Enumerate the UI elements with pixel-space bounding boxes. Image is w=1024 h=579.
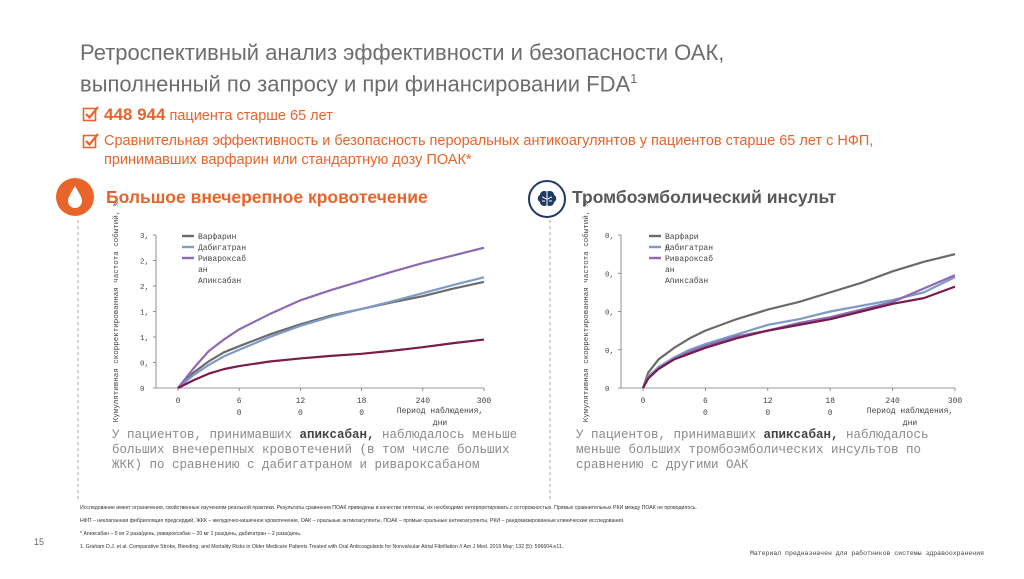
x-tick-label: 6 bbox=[237, 397, 242, 406]
legend-label-warfarin: Варфари bbox=[665, 233, 699, 242]
x-tick-label: 0 bbox=[237, 409, 242, 418]
title-reference: 1 bbox=[630, 71, 638, 86]
right-conclusion-pre: У пациентов, принимавших bbox=[576, 428, 764, 442]
legend-label-rivaroxaban: ан bbox=[665, 266, 675, 275]
y-tick-label: 2, bbox=[140, 259, 149, 267]
x-tick-label: 240 bbox=[885, 397, 900, 406]
bullet-patients-text: 448 944 пациента старше 65 лет bbox=[104, 105, 962, 126]
legend-label-warfarin: н bbox=[665, 244, 670, 253]
footnote-doses: * Апиксабан – 5 мг 2 раза/день, риварокс… bbox=[80, 531, 302, 537]
left-conclusion: У пациентов, принимавших апиксабан, набл… bbox=[112, 428, 532, 473]
series-line-rivaroxaban bbox=[642, 274, 956, 389]
x-axis-title: дни bbox=[433, 419, 448, 428]
title-line-2-text: выполненный по запросу и при финансирова… bbox=[80, 71, 631, 97]
x-tick-label: 18 bbox=[357, 397, 367, 406]
y-tick-label: 0 bbox=[140, 386, 145, 394]
legend-label-apixaban: Апиксабан bbox=[665, 277, 708, 286]
bullet-patients-strong: 448 944 bbox=[104, 105, 166, 124]
left-conclusion-post: наблюдалось меньше больших внечерепных к… bbox=[112, 428, 518, 472]
x-axis-title: Период наблюдения, bbox=[867, 407, 953, 416]
checkmark-icon bbox=[82, 106, 99, 122]
x-tick-label: 0 bbox=[641, 397, 646, 406]
x-tick-label: 6 bbox=[703, 397, 708, 406]
disclaimer: Материал предназначен для работников сис… bbox=[749, 550, 984, 557]
x-axis-title: дни bbox=[903, 419, 918, 428]
y-axis-title: Кумулятивная скорректированная частота с… bbox=[112, 201, 121, 422]
footnote-abbreviations: НФП – неклапанная фибрилляция предсердий… bbox=[80, 518, 625, 524]
y-tick-label: 1, bbox=[140, 310, 149, 318]
right-conclusion: У пациентов, принимавших апиксабан, набл… bbox=[576, 428, 976, 473]
series-line-dabigatran bbox=[177, 276, 485, 389]
right-conclusion-strong: апиксабан, bbox=[763, 428, 839, 442]
legend-label-rivaroxaban: Ривароксаб bbox=[198, 255, 246, 264]
bullet-patients-rest: пациента старше 65 лет bbox=[165, 108, 333, 124]
y-tick-label: 1, bbox=[140, 335, 149, 343]
x-tick-label: 0 bbox=[298, 409, 303, 418]
checkmark-icon bbox=[82, 133, 99, 149]
y-tick-label: 3, bbox=[140, 233, 149, 241]
x-tick-label: 0 bbox=[828, 409, 833, 418]
series-line-apixaban bbox=[177, 338, 485, 389]
footnote-reference: 1. Graham D.J. et al. Comparative Stroke… bbox=[80, 544, 564, 550]
legend-label-warfarin: Варфарин bbox=[198, 233, 237, 242]
left-section-title: Большое внечерепное кровотечение bbox=[106, 187, 428, 207]
right-conclusion-post: наблюдалось меньше больших тромбоэмболич… bbox=[576, 428, 929, 472]
bullet-comparison-text: Сравнительная эффективность и безопаснос… bbox=[104, 133, 874, 168]
x-tick-label: 18 bbox=[825, 397, 835, 406]
y-tick-label: 0, bbox=[605, 271, 614, 279]
page-number: 15 bbox=[34, 537, 45, 547]
x-tick-label: 240 bbox=[416, 397, 431, 406]
x-tick-label: 300 bbox=[948, 397, 963, 406]
x-tick-label: 0 bbox=[703, 409, 708, 418]
left-conclusion-strong: апиксабан, bbox=[299, 428, 375, 442]
title-line-2: выполненный по запросу и при финансирова… bbox=[80, 66, 980, 97]
y-tick-label: 0, bbox=[605, 310, 614, 318]
y-tick-label: 0, bbox=[140, 361, 149, 369]
y-tick-label: 0, bbox=[605, 348, 614, 356]
right-section-title: Тромбоэмболический инсульт bbox=[572, 187, 837, 207]
legend-label-rivaroxaban: ан bbox=[198, 266, 208, 275]
footnote-limitations: Исследование имеет ограничения, свойстве… bbox=[80, 505, 698, 511]
y-tick-label: 0 bbox=[605, 386, 610, 394]
bullet-patients: 448 944 пациента старше 65 лет bbox=[82, 105, 962, 126]
series-line-dabigatran bbox=[641, 276, 956, 389]
x-tick-label: 12 bbox=[296, 397, 306, 406]
legend-label-apixaban: Апиксабан bbox=[198, 277, 241, 286]
series-line-warfarin bbox=[641, 253, 956, 389]
legend-label-rivaroxaban: Ривароксаб bbox=[665, 255, 713, 264]
x-tick-label: 0 bbox=[176, 397, 181, 406]
left-conclusion-pre: У пациентов, принимавших bbox=[112, 428, 300, 442]
x-tick-label: 300 bbox=[477, 397, 492, 406]
title-line-1: Ретроспективный анализ эффективности и б… bbox=[80, 40, 725, 65]
legend-label-dabigatran: Дабигатран bbox=[665, 244, 713, 253]
series-line-rivaroxaban bbox=[177, 246, 485, 389]
x-tick-label: 12 bbox=[763, 397, 773, 406]
series-line-apixaban bbox=[642, 285, 956, 389]
y-tick-label: 2, bbox=[140, 284, 149, 292]
blood-drop-icon bbox=[56, 178, 94, 216]
bullet-comparison: Сравнительная эффективность и безопаснос… bbox=[82, 132, 962, 170]
x-tick-label: 0 bbox=[765, 409, 770, 418]
brain-icon bbox=[528, 180, 566, 218]
series-line-warfarin bbox=[177, 280, 485, 389]
x-axis-title: Период наблюдения, bbox=[397, 407, 483, 416]
slide-title: Ретроспективный анализ эффективности и б… bbox=[80, 40, 980, 97]
y-axis-title: Кумулятивная скорректированная частота с… bbox=[582, 201, 591, 422]
y-tick-label: 0, bbox=[605, 233, 614, 241]
legend-label-dabigatran: Дабигатран bbox=[198, 244, 246, 253]
x-tick-label: 0 bbox=[359, 409, 364, 418]
